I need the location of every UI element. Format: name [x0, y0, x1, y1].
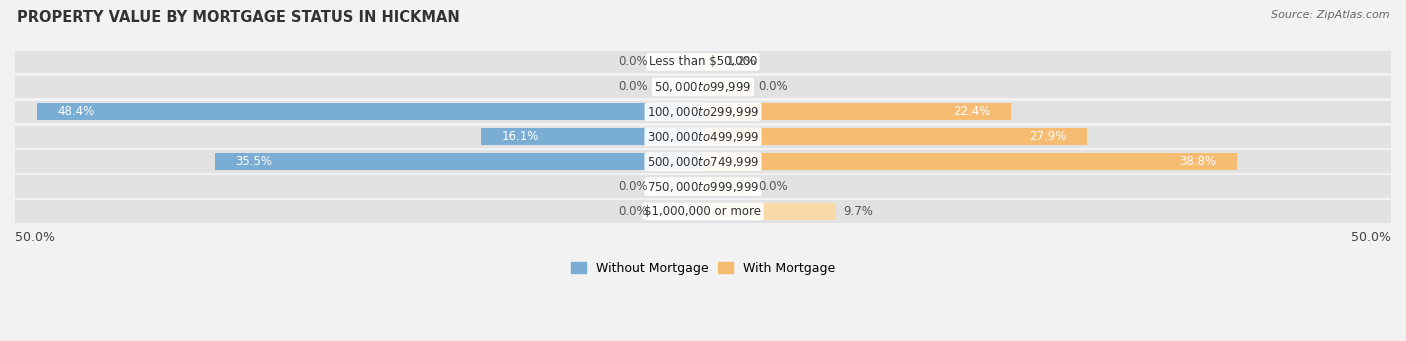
- Text: 16.1%: 16.1%: [502, 130, 540, 143]
- Bar: [15, 200, 1391, 223]
- Text: PROPERTY VALUE BY MORTGAGE STATUS IN HICKMAN: PROPERTY VALUE BY MORTGAGE STATUS IN HIC…: [17, 10, 460, 25]
- Text: $750,000 to $999,999: $750,000 to $999,999: [647, 180, 759, 194]
- Bar: [703, 54, 720, 70]
- Bar: [703, 128, 1087, 145]
- Text: 0.0%: 0.0%: [619, 180, 648, 193]
- Bar: [703, 78, 751, 95]
- Bar: [15, 101, 1391, 123]
- Text: 0.0%: 0.0%: [619, 205, 648, 218]
- Text: 35.5%: 35.5%: [235, 155, 273, 168]
- Text: 1.2%: 1.2%: [727, 55, 756, 69]
- Text: 0.0%: 0.0%: [619, 80, 648, 93]
- Text: 50.0%: 50.0%: [1351, 231, 1391, 244]
- Bar: [655, 203, 703, 220]
- Bar: [703, 103, 1011, 120]
- Bar: [15, 175, 1391, 198]
- Bar: [37, 103, 703, 120]
- Bar: [15, 51, 1391, 73]
- Legend: Without Mortgage, With Mortgage: Without Mortgage, With Mortgage: [565, 257, 841, 280]
- Text: Source: ZipAtlas.com: Source: ZipAtlas.com: [1271, 10, 1389, 20]
- Bar: [703, 153, 1237, 170]
- Bar: [655, 178, 703, 195]
- Text: 22.4%: 22.4%: [953, 105, 991, 118]
- Bar: [655, 54, 703, 70]
- Bar: [15, 76, 1391, 98]
- Text: 38.8%: 38.8%: [1180, 155, 1216, 168]
- Text: $300,000 to $499,999: $300,000 to $499,999: [647, 130, 759, 144]
- Text: 0.0%: 0.0%: [758, 80, 787, 93]
- Bar: [655, 78, 703, 95]
- Bar: [703, 203, 837, 220]
- Text: $1,000,000 or more: $1,000,000 or more: [644, 205, 762, 218]
- Text: Less than $50,000: Less than $50,000: [648, 55, 758, 69]
- Text: $500,000 to $749,999: $500,000 to $749,999: [647, 155, 759, 169]
- Text: 0.0%: 0.0%: [758, 180, 787, 193]
- Text: 50.0%: 50.0%: [15, 231, 55, 244]
- Bar: [215, 153, 703, 170]
- Text: 0.0%: 0.0%: [619, 55, 648, 69]
- Text: $50,000 to $99,999: $50,000 to $99,999: [654, 80, 752, 94]
- Text: 27.9%: 27.9%: [1029, 130, 1066, 143]
- Bar: [15, 125, 1391, 148]
- Text: $100,000 to $299,999: $100,000 to $299,999: [647, 105, 759, 119]
- Text: 9.7%: 9.7%: [844, 205, 873, 218]
- Text: 48.4%: 48.4%: [58, 105, 96, 118]
- Bar: [15, 150, 1391, 173]
- Bar: [703, 178, 751, 195]
- Bar: [481, 128, 703, 145]
